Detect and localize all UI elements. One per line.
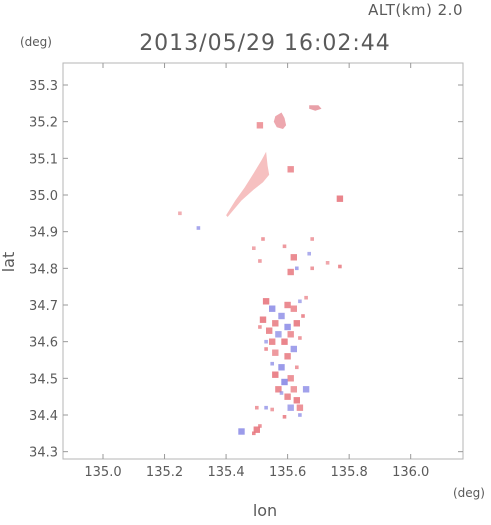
echo-point bbox=[287, 404, 294, 411]
echo-cloud-northeast bbox=[309, 105, 322, 111]
altitude-label: ALT(km) 2.0 bbox=[368, 1, 463, 19]
x-tick-label: 135.2 bbox=[146, 465, 183, 480]
echo-point bbox=[293, 320, 300, 327]
header: ALT(km) 2.0 (deg) 2013/05/29 16:02:44 bbox=[20, 1, 463, 56]
x-tick-label: 135.4 bbox=[207, 465, 244, 480]
x-tick-label: 135.6 bbox=[269, 465, 306, 480]
echo-point bbox=[336, 195, 344, 202]
y-tick-label: 34.9 bbox=[29, 226, 58, 241]
echo-point bbox=[278, 364, 285, 371]
echo-point bbox=[338, 264, 342, 269]
echo-point bbox=[284, 323, 291, 331]
echo-point bbox=[258, 259, 262, 263]
echo-point bbox=[290, 345, 297, 353]
echo-point bbox=[296, 404, 304, 411]
echo-point bbox=[287, 268, 294, 276]
echo-point bbox=[275, 331, 282, 338]
echo-point bbox=[301, 314, 305, 318]
echo-point bbox=[275, 386, 282, 393]
echo-point bbox=[264, 405, 268, 410]
echo-point bbox=[266, 327, 273, 334]
y-tick-label: 34.6 bbox=[29, 336, 58, 351]
echo-point bbox=[298, 413, 302, 417]
echo-point bbox=[196, 226, 201, 230]
echo-point bbox=[282, 415, 287, 419]
echo-point bbox=[295, 365, 299, 370]
echo-point bbox=[178, 211, 182, 216]
y-axis-label: lat bbox=[0, 252, 18, 273]
echo-point bbox=[281, 338, 288, 345]
echo-point bbox=[270, 407, 274, 412]
y-tick-label: 34.4 bbox=[29, 409, 58, 424]
echo-point bbox=[261, 237, 265, 241]
echo-point bbox=[258, 325, 262, 329]
echo-point bbox=[252, 246, 256, 250]
echo-point bbox=[279, 391, 284, 395]
echo-point bbox=[302, 386, 310, 393]
echo-point bbox=[298, 336, 302, 340]
y-tick-label: 35.0 bbox=[29, 189, 58, 204]
echo-point bbox=[310, 266, 314, 271]
echo-point bbox=[284, 301, 291, 309]
echo-features bbox=[226, 105, 322, 217]
echo-point bbox=[307, 251, 311, 256]
echo-point bbox=[253, 426, 260, 433]
echo-point bbox=[310, 237, 314, 241]
x-axis-label: lon bbox=[253, 501, 277, 520]
y-tick-label: 35.2 bbox=[29, 116, 58, 131]
x-tick-label: 136.0 bbox=[392, 465, 429, 480]
echo-point bbox=[262, 298, 270, 305]
echo-point bbox=[278, 312, 285, 320]
echo-point bbox=[256, 122, 264, 129]
echo-point bbox=[255, 405, 259, 410]
echo-point bbox=[272, 320, 279, 327]
echo-point bbox=[264, 347, 268, 351]
y-tick-label: 34.3 bbox=[29, 446, 58, 461]
echo-point bbox=[284, 353, 291, 360]
y-tick-label: 35.1 bbox=[29, 152, 58, 167]
echo-point bbox=[269, 338, 276, 345]
echo-point bbox=[298, 299, 302, 304]
echo-point bbox=[290, 386, 297, 393]
echo-point bbox=[258, 424, 262, 428]
echo-point bbox=[270, 361, 274, 366]
y-axis-ticks: 34.3 34.4 34.5 34.6 34.7 34.8 34.9 35.0 35.1 35.2… bbox=[29, 79, 463, 461]
x-tick-label: 135.8 bbox=[331, 465, 368, 480]
echo-plume bbox=[226, 151, 270, 217]
echo-point bbox=[287, 375, 294, 382]
echo-point bbox=[259, 316, 267, 323]
y-tick-label: 34.8 bbox=[29, 262, 58, 277]
echo-point bbox=[295, 266, 299, 271]
echo-point bbox=[293, 397, 300, 404]
echo-points bbox=[178, 122, 344, 436]
echo-point bbox=[325, 261, 330, 265]
y-tick-label: 35.3 bbox=[29, 79, 58, 94]
echo-point bbox=[282, 244, 287, 249]
y-unit-label: (deg) bbox=[20, 35, 52, 49]
echo-point bbox=[252, 431, 256, 436]
echo-point bbox=[287, 166, 294, 173]
y-tick-label: 34.5 bbox=[29, 372, 58, 387]
y-tick-label: 34.7 bbox=[29, 299, 58, 314]
x-tick-label: 135.0 bbox=[84, 465, 121, 480]
x-axis-ticks: 135.0 135.2 135.4 135.6 135.8 136.0 bbox=[84, 63, 429, 480]
chart-title: 2013/05/29 16:02:44 bbox=[139, 31, 391, 56]
echo-cloud-north bbox=[273, 112, 287, 129]
echo-point bbox=[304, 295, 308, 300]
echo-point bbox=[290, 254, 297, 261]
echo-point bbox=[238, 428, 245, 435]
echo-point bbox=[281, 378, 288, 386]
echo-point bbox=[290, 305, 297, 312]
echo-point bbox=[272, 349, 279, 356]
plot-area bbox=[62, 62, 464, 460]
echo-point bbox=[284, 393, 291, 400]
x-unit-label: (deg) bbox=[453, 486, 485, 500]
echo-point bbox=[269, 305, 276, 312]
echo-point bbox=[287, 331, 294, 338]
echo-point bbox=[272, 371, 279, 378]
echo-point bbox=[264, 339, 268, 344]
